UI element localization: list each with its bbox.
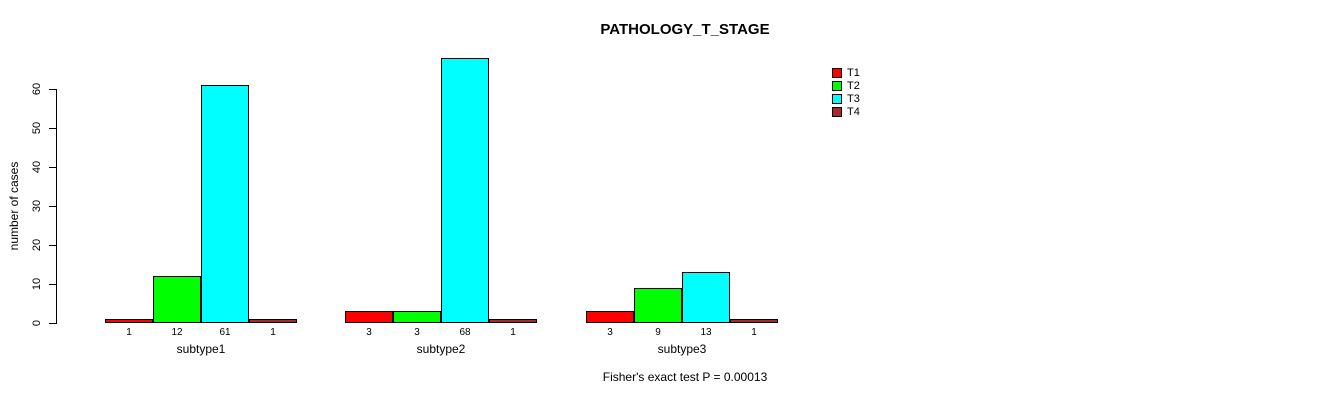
stat-test-footnote: Fisher's exact test P = 0.00013 xyxy=(602,370,768,384)
y-tick-label: 20 xyxy=(31,238,43,252)
y-tick-label: 60 xyxy=(31,82,43,96)
bar-t4-subtype1 xyxy=(249,319,297,323)
category-label-subtype3: subtype3 xyxy=(657,342,707,356)
bar-t1-subtype2 xyxy=(345,311,393,323)
bar-t3-subtype3 xyxy=(682,272,730,323)
legend-swatch-t1 xyxy=(832,68,842,78)
legend-label-t4: T4 xyxy=(847,106,860,118)
bar-t3-subtype2 xyxy=(441,58,489,323)
bar-value-label: 1 xyxy=(510,327,516,338)
bar-t2-subtype2 xyxy=(393,311,441,323)
y-axis-title: number of cases xyxy=(7,161,21,251)
y-tick-mark xyxy=(49,167,57,168)
bar-value-label: 1 xyxy=(270,327,276,338)
bar-value-label: 1 xyxy=(126,327,132,338)
bar-value-label: 13 xyxy=(700,327,712,338)
y-tick-mark xyxy=(49,323,57,324)
y-tick-mark xyxy=(49,89,57,90)
legend-swatch-t3 xyxy=(832,94,842,104)
y-tick-label: 10 xyxy=(31,277,43,291)
bar-value-label: 9 xyxy=(655,327,661,338)
legend-label-t3: T3 xyxy=(847,93,860,105)
legend-label-t2: T2 xyxy=(847,80,860,92)
chart-title: PATHOLOGY_T_STAGE xyxy=(600,21,770,38)
legend-label-t1: T1 xyxy=(847,67,860,79)
category-label-subtype2: subtype2 xyxy=(416,342,466,356)
bar-value-label: 3 xyxy=(366,327,372,338)
bar-t2-subtype1 xyxy=(153,276,201,323)
bar-value-label: 3 xyxy=(414,327,420,338)
y-tick-label: 40 xyxy=(31,160,43,174)
legend-swatch-t4 xyxy=(832,107,842,117)
y-tick-mark xyxy=(49,284,57,285)
bar-t4-subtype2 xyxy=(489,319,537,323)
bar-t4-subtype3 xyxy=(730,319,778,323)
bar-value-label: 12 xyxy=(171,327,183,338)
category-label-subtype1: subtype1 xyxy=(176,342,226,356)
bar-t3-subtype1 xyxy=(201,85,249,323)
y-tick-label: 0 xyxy=(31,319,43,327)
legend-swatch-t2 xyxy=(832,81,842,91)
y-tick-label: 30 xyxy=(31,199,43,213)
bar-value-label: 68 xyxy=(459,327,471,338)
y-tick-mark xyxy=(49,245,57,246)
bar-value-label: 3 xyxy=(607,327,613,338)
y-tick-label: 50 xyxy=(31,121,43,135)
bar-t2-subtype3 xyxy=(634,288,682,323)
bar-t1-subtype3 xyxy=(586,311,634,323)
bar-value-label: 61 xyxy=(219,327,231,338)
bar-t1-subtype1 xyxy=(105,319,153,323)
y-tick-mark xyxy=(49,128,57,129)
y-tick-mark xyxy=(49,206,57,207)
bar-value-label: 1 xyxy=(751,327,757,338)
